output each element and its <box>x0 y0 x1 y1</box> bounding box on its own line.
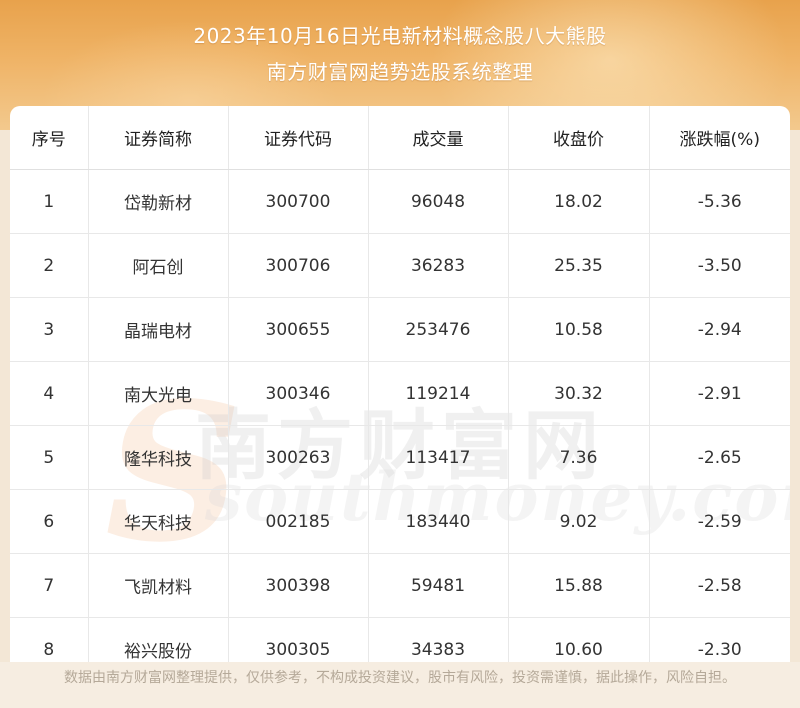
cell-code: 002185 <box>228 489 369 554</box>
cell-volume: 34383 <box>368 617 509 662</box>
cell-volume: 253476 <box>368 297 509 362</box>
cell-close: 7.36 <box>508 425 650 490</box>
page-title: 2023年10月16日光电新材料概念股八大熊股 <box>193 24 607 48</box>
cell-name: 阿石创 <box>88 233 229 298</box>
cell-name: 晶瑞电材 <box>88 297 229 362</box>
cell-change: -2.91 <box>649 361 790 426</box>
cell-volume: 113417 <box>368 425 509 490</box>
cell-volume: 119214 <box>368 361 509 426</box>
page-header: 2023年10月16日光电新材料概念股八大熊股 南方财富网趋势选股系统整理 <box>0 0 800 130</box>
cell-change: -2.58 <box>649 553 790 618</box>
table-row: 1 岱勒新材 300700 96048 18.02 -5.36 <box>10 169 790 234</box>
cell-index: 3 <box>10 297 89 362</box>
cell-index: 2 <box>10 233 89 298</box>
cell-index: 8 <box>10 617 89 662</box>
cell-close: 15.88 <box>508 553 650 618</box>
cell-close: 9.02 <box>508 489 650 554</box>
cell-name: 隆华科技 <box>88 425 229 490</box>
table-row: 4 南大光电 300346 119214 30.32 -2.91 <box>10 361 790 426</box>
column-header-volume: 成交量 <box>368 106 509 170</box>
cell-volume: 59481 <box>368 553 509 618</box>
disclaimer-footer: 数据由南方财富网整理提供，仅供参考，不构成投资建议，股市有风险，投资需谨慎，据此… <box>0 662 800 708</box>
cell-name: 飞凯材料 <box>88 553 229 618</box>
cell-index: 6 <box>10 489 89 554</box>
cell-code: 300346 <box>228 361 369 426</box>
cell-volume: 96048 <box>368 169 509 234</box>
table-row: 2 阿石创 300706 36283 25.35 -3.50 <box>10 233 790 298</box>
cell-volume: 36283 <box>368 233 509 298</box>
table-header-row: 序号 证券简称 证券代码 成交量 收盘价 涨跌幅(%) <box>10 106 790 170</box>
cell-volume: 183440 <box>368 489 509 554</box>
table-row: 8 裕兴股份 300305 34383 10.60 -2.30 <box>10 617 790 662</box>
table-row: 3 晶瑞电材 300655 253476 10.58 -2.94 <box>10 297 790 362</box>
cell-change: -2.59 <box>649 489 790 554</box>
table-row: 5 隆华科技 300263 113417 7.36 -2.65 <box>10 425 790 490</box>
cell-close: 25.35 <box>508 233 650 298</box>
cell-change: -5.36 <box>649 169 790 234</box>
cell-change: -3.50 <box>649 233 790 298</box>
table-row: 7 飞凯材料 300398 59481 15.88 -2.58 <box>10 553 790 618</box>
cell-index: 1 <box>10 169 89 234</box>
cell-code: 300700 <box>228 169 369 234</box>
cell-index: 5 <box>10 425 89 490</box>
cell-change: -2.94 <box>649 297 790 362</box>
cell-name: 岱勒新材 <box>88 169 229 234</box>
column-header-change: 涨跌幅(%) <box>649 106 790 170</box>
cell-close: 30.32 <box>508 361 650 426</box>
cell-code: 300706 <box>228 233 369 298</box>
cell-name: 南大光电 <box>88 361 229 426</box>
column-header-close: 收盘价 <box>508 106 650 170</box>
cell-index: 4 <box>10 361 89 426</box>
cell-change: -2.30 <box>697 639 742 660</box>
cell-code: 300305 <box>228 617 369 662</box>
cell-name: 华天科技 <box>88 489 229 554</box>
column-header-code: 证券代码 <box>228 106 369 170</box>
cell-close: 18.02 <box>508 169 650 234</box>
column-header-name: 证券简称 <box>88 106 229 170</box>
column-header-index: 序号 <box>10 106 89 170</box>
cell-close: 10.58 <box>508 297 650 362</box>
stock-table: 序号 证券简称 证券代码 成交量 收盘价 涨跌幅(%) 1 岱勒新材 30070… <box>10 106 790 662</box>
cell-code: 300263 <box>228 425 369 490</box>
cell-code: 300398 <box>228 553 369 618</box>
page-subtitle: 南方财富网趋势选股系统整理 <box>266 60 534 84</box>
cell-code: 300655 <box>228 297 369 362</box>
cell-change: -2.65 <box>649 425 790 490</box>
cell-name: 裕兴股份 <box>88 617 229 662</box>
table-row: 6 华天科技 002185 183440 9.02 -2.59 <box>10 489 790 554</box>
cell-close: 10.60 <box>508 617 650 662</box>
data-table-card: S 南方财富网 southmoney.com 序号 证券简称 证券代码 成交量 … <box>10 106 790 662</box>
cell-index: 7 <box>10 553 89 618</box>
